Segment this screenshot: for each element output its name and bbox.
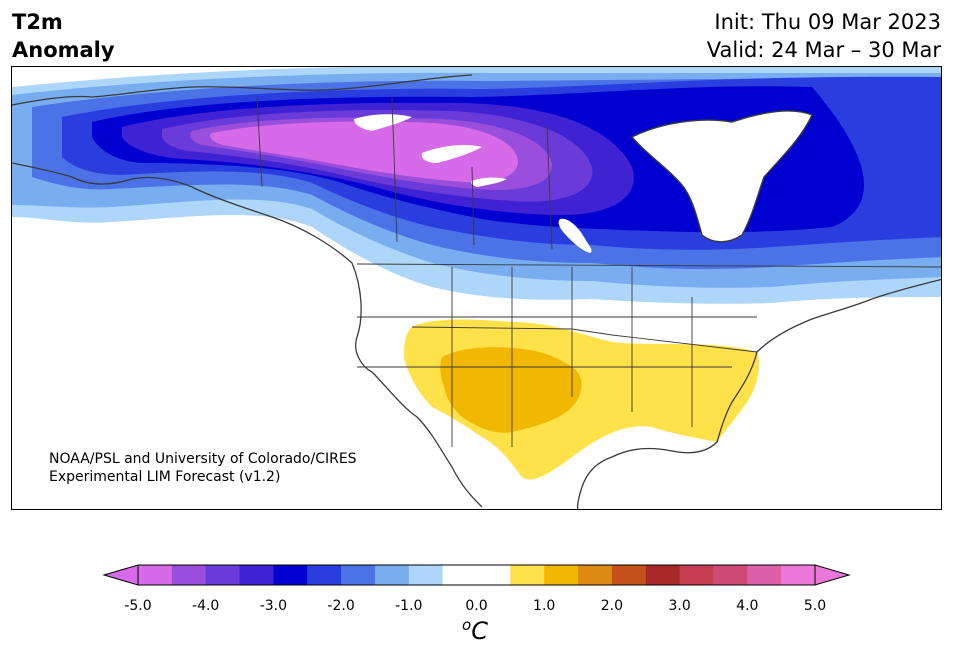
colorbar-cell [645, 565, 681, 585]
colorbar-tick-label: 5.0 [803, 598, 827, 614]
colorbar-cell [408, 565, 444, 585]
great-slave-lake [421, 145, 482, 163]
coastlines [12, 74, 941, 509]
credit-line-2: Experimental LIM Forecast (v1.2) [49, 469, 281, 485]
colorbar-cell [341, 565, 376, 585]
anomaly-band-plus-1-0 [440, 347, 582, 433]
colorbar-tick-label: -5.0 [124, 598, 152, 614]
colorbar [102, 564, 851, 586]
colorbar-cell [205, 565, 241, 585]
anomaly-band-minus-4-5 [209, 121, 518, 183]
colorbar-tick-label: 2.0 [600, 598, 624, 614]
colorbar-tick-label: -4.0 [192, 598, 220, 614]
lake-winnipeg [558, 218, 592, 253]
colorbar-cell [510, 565, 545, 585]
colorbar-cell [747, 565, 782, 585]
colorbar-cell [611, 565, 647, 585]
colorbar-cells [138, 565, 816, 585]
credit-line-1: NOAA/PSL and University of Colorado/CIRE… [49, 451, 357, 467]
title-left: T2m Anomaly [12, 8, 115, 64]
colorbar-tick-label: -2.0 [327, 598, 355, 614]
colorbar-cell [544, 565, 579, 585]
colorbar-extend-right [814, 564, 851, 586]
unit-label: oC [462, 616, 488, 645]
credit-block: NOAA/PSL and University of Colorado/CIRE… [49, 450, 357, 486]
hudson-bay [630, 110, 813, 243]
colorbar-tick-label: -3.0 [259, 598, 288, 614]
colorbar-cell [476, 565, 511, 585]
colorbar-tick-label: 3.0 [668, 598, 691, 614]
valid-range: Valid: 24 Mar – 30 Mar [706, 38, 941, 62]
colorbar-cell [239, 565, 274, 585]
unit-base: C [471, 617, 488, 645]
colorbar-tick-label: -1.0 [395, 598, 423, 614]
colorbar-tick-label: 4.0 [736, 598, 759, 614]
colorbar-extend-left [102, 564, 139, 586]
colorbar-cell [374, 565, 410, 585]
colorbar-tick-label: 0.0 [465, 598, 488, 614]
title-type: Anomaly [12, 38, 115, 62]
init-date: Init: Thu 09 Mar 2023 [714, 10, 941, 34]
title-variable: T2m [12, 10, 63, 34]
unit-degree: o [462, 616, 472, 634]
title-right: Init: Thu 09 Mar 2023 Valid: 24 Mar – 30… [707, 8, 941, 64]
colorbar-tick-label: 1.0 [533, 598, 556, 614]
colorbar-cell [781, 565, 816, 585]
colorbar-cell [713, 565, 748, 585]
political-borders [256, 96, 941, 447]
lake-athabasca [354, 114, 412, 131]
colorbar-cell [171, 565, 207, 585]
map-canvas [12, 67, 941, 509]
colorbar-outline [137, 564, 816, 586]
anomaly-map [11, 66, 942, 510]
colorbar-cell [679, 565, 714, 585]
colorbar-cell [578, 565, 613, 585]
colorbar-cell [442, 565, 477, 585]
colorbar-cell [273, 565, 308, 585]
reindeer-lake [471, 177, 507, 187]
colorbar-cell [138, 565, 173, 585]
colorbar-cell [307, 565, 342, 585]
